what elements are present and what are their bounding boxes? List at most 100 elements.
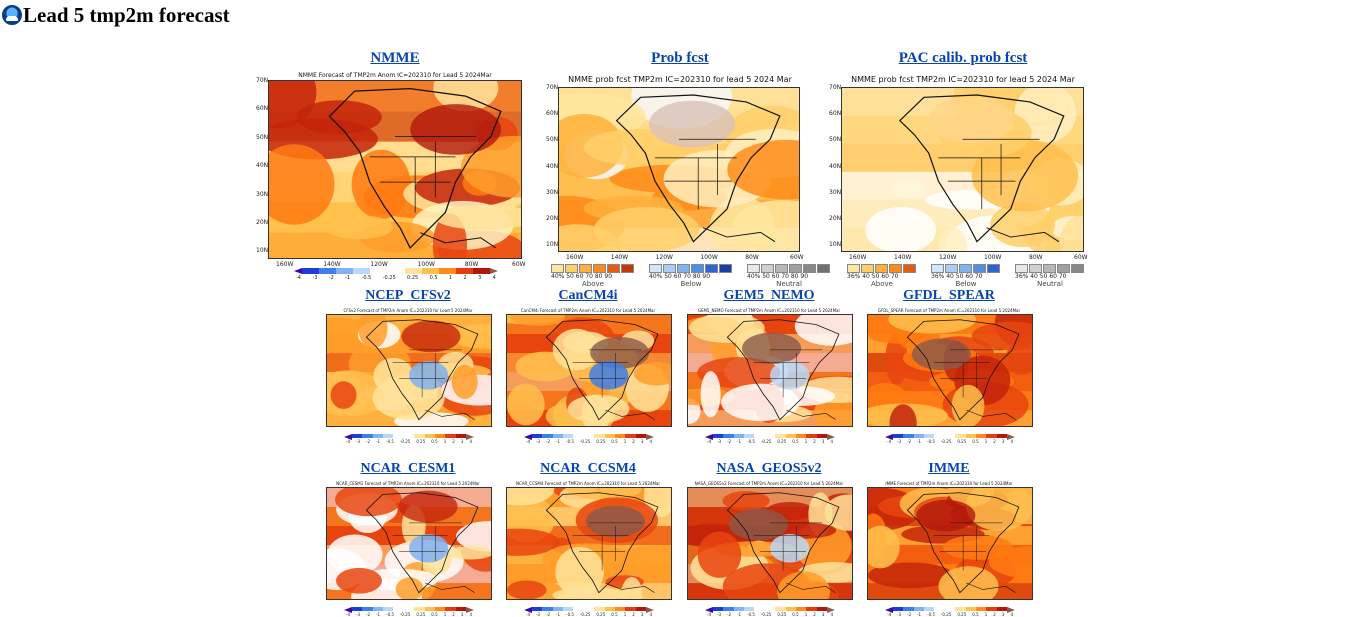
model-panel-1: CanCM4i CanCM4i Forecast of TMP2m Anom IC…: [498, 288, 678, 444]
model-panel-3: GFDL_SPEAR GFDL_SPEAR Forecast of TMP2m A…: [859, 288, 1039, 444]
legend-category: Neutral: [1037, 280, 1063, 288]
model-title-link[interactable]: CanCM4i: [558, 288, 618, 303]
colorbar-swatch: [604, 434, 615, 438]
map-graphic: [842, 88, 1083, 251]
colorbar-swatch: [785, 434, 796, 438]
forecast-map[interactable]: [326, 487, 492, 600]
model-title-link[interactable]: NCAR_CCSM4: [540, 461, 636, 476]
colorbar-ticks: -4 -3 -2 -1 -0.5 -0.25 0.25 0.5 1 2 3 4: [296, 275, 496, 281]
forecast-map[interactable]: [506, 487, 672, 600]
panel-title-link[interactable]: NMME: [370, 50, 420, 66]
colorbar-tick: -0.5: [566, 439, 574, 444]
colorbar-swatch: [955, 434, 966, 438]
colorbar-swatch: [795, 434, 807, 438]
colorbar-tick: -1: [376, 439, 381, 444]
model-title-link[interactable]: IMME: [928, 461, 970, 476]
colorbar-swatch: [934, 434, 945, 438]
colorbar-swatch: [975, 434, 987, 438]
model-title-link[interactable]: GFDL_SPEAR: [903, 288, 995, 303]
colorbar-tick: -2: [907, 439, 912, 444]
colorbar-swatch: [552, 607, 564, 611]
colorbar-tick: 4: [1010, 439, 1013, 444]
colorbar-arrow-right: [826, 607, 843, 613]
colorbar-swatch: [764, 434, 776, 438]
colorbar-swatch: [806, 607, 817, 611]
colorbar-tick: -1: [556, 439, 561, 444]
colorbar-swatch: [625, 434, 636, 438]
colorbar-swatch: [387, 268, 405, 274]
legend-values: 36% 40 50 60 70: [1015, 273, 1067, 280]
legend-swatch: [847, 264, 860, 273]
colorbar-swatch: [532, 607, 543, 611]
colorbar-arrow-right: [465, 607, 482, 613]
legend-swatch: [1043, 264, 1056, 273]
legend-swatch: [1071, 264, 1084, 273]
colorbar-tick: 0.5: [972, 439, 979, 444]
forecast-map[interactable]: [867, 487, 1033, 600]
forecast-panel-1: Prob fcst NMME prob fcst TMP2m IC=202310 …: [540, 50, 830, 288]
model-title-link[interactable]: NASA_GEOS5v2: [716, 461, 822, 476]
legend-group-below: 36% 40 50 60 70 Below: [931, 264, 1001, 288]
colorbar-ticks: -4 -3 -2 -1 -0.5 -0.25 0.25 0.5 1 2 3 4: [526, 439, 652, 444]
colorbar-tick: 1: [443, 439, 447, 444]
colorbar-tick: 2: [463, 275, 467, 281]
colorbar-swatch: [625, 607, 636, 611]
legend-swatch: [719, 264, 732, 273]
colorbar-swatch: [614, 434, 626, 438]
panel-title-link[interactable]: Prob fcst: [651, 50, 709, 66]
forecast-panel-2: PAC calib. prob fcst NMME prob fcst TMP2m…: [823, 50, 1103, 288]
forecast-map[interactable]: [326, 314, 492, 427]
forecast-map[interactable]: [867, 314, 1033, 427]
colorbar-tick: 3: [460, 439, 464, 444]
colorbar-arrow-left: [516, 607, 532, 613]
colorbar-swatch: [383, 607, 394, 611]
anomaly-colorbar: [697, 434, 843, 440]
lat-label: 60N: [829, 110, 842, 118]
colorbar-swatch: [723, 607, 734, 611]
colorbar-swatch: [965, 434, 976, 438]
colorbar-tick: -4: [707, 439, 711, 444]
legend-category: Neutral: [776, 280, 802, 288]
colorbar-swatch: [573, 434, 584, 438]
forecast-map[interactable]: [268, 80, 522, 259]
colorbar-swatch: [594, 434, 605, 438]
map-graphic: [688, 315, 852, 426]
colorbar-swatch: [393, 607, 404, 611]
colorbar-arrow-left: [516, 434, 532, 440]
panel-title-link[interactable]: PAC calib. prob fcst: [898, 50, 1028, 66]
legend-group-neutral: 40% 50 60 70 80 90 Neutral: [747, 264, 831, 288]
map-graphic: [868, 488, 1032, 599]
colorbar-tick: -0.25: [579, 439, 591, 444]
legend-category: Above: [871, 280, 893, 288]
model-title-link[interactable]: NCEP_CFSv2: [365, 288, 451, 303]
model-title-link[interactable]: GEM5_NEMO: [723, 288, 815, 303]
map-caption: NASA_GEOS5v2 Forecast of TMP2m Anom IC=2…: [694, 481, 844, 486]
forecast-map[interactable]: [687, 487, 853, 600]
colorbar-swatch: [785, 607, 796, 611]
legend-swatch: [747, 264, 760, 273]
colorbar-swatch: [404, 268, 422, 274]
lat-label: 30N: [256, 190, 269, 198]
forecast-map[interactable]: [506, 314, 672, 427]
colorbar-ticks: -4 -3 -2 -1 -0.5 -0.25 0.25 0.5 1 2 3 4: [887, 439, 1013, 444]
legend-group-above: 40% 50 60 70 80 90 Above: [551, 264, 635, 288]
forecast-map[interactable]: [841, 87, 1084, 252]
colorbar-swatch: [775, 434, 786, 438]
page-header: Lead 5 tmp2m forecast: [2, 2, 230, 28]
anomaly-colorbar: [697, 607, 843, 613]
colorbar-swatch: [573, 607, 584, 611]
colorbar-tick: -0.5: [927, 439, 935, 444]
legend-values: 36% 40 50 60 70: [847, 273, 899, 280]
forecast-map[interactable]: [687, 314, 853, 427]
lat-label: 60N: [256, 105, 269, 113]
colorbar-ticks: -4 -3 -2 -1 -0.5 -0.25 0.25 0.5 1 2 3 4: [346, 439, 472, 444]
colorbar-swatch: [614, 607, 626, 611]
legend-swatches: [551, 264, 635, 273]
model-title-link[interactable]: NCAR_CESM1: [360, 461, 456, 476]
colorbar-swatch: [542, 434, 553, 438]
colorbar-swatch: [393, 434, 404, 438]
legend-swatch: [761, 264, 774, 273]
colorbar-swatch: [424, 434, 435, 438]
colorbar-swatch: [583, 607, 595, 611]
forecast-map[interactable]: [558, 87, 800, 252]
